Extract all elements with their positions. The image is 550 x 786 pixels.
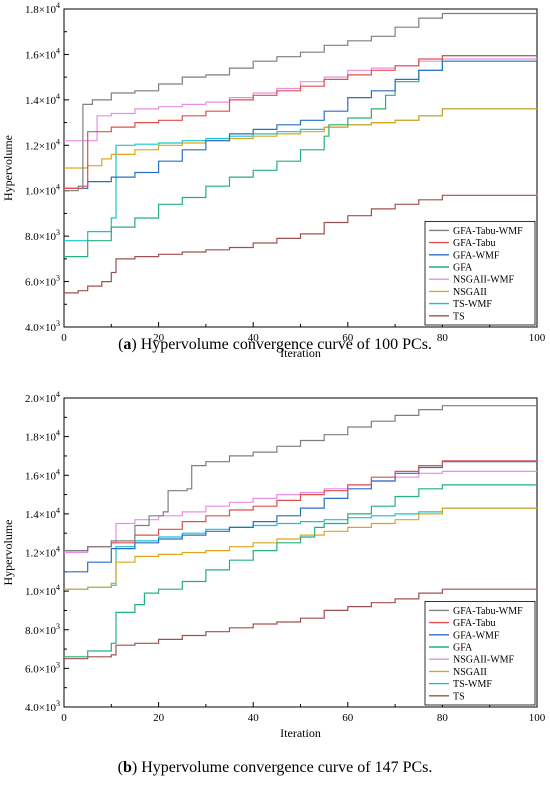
y-tick-label: 6.0×103	[25, 660, 60, 675]
y-axis-title: Hypervolume	[1, 135, 15, 201]
y-tick-label: 1.2×104	[25, 137, 60, 152]
legend-label: TS	[453, 691, 465, 702]
legend-label: GFA-Tabu-WMF	[453, 606, 523, 617]
y-tick-label: 6.0×103	[25, 274, 60, 289]
y-tick-label: 8.0×103	[25, 622, 60, 637]
x-tick-label: 60	[342, 712, 354, 724]
legend-label: GFA-WMF	[453, 630, 500, 641]
x-tick-label: 40	[248, 332, 260, 344]
series-line-ts	[64, 588, 537, 660]
y-tick-label: 1.8×104	[25, 429, 60, 444]
legend-label: GFA-Tabu-WMF	[453, 226, 523, 237]
caption-a: (a) Hypervolume convergence curve of 100…	[118, 336, 432, 353]
series-line-nsgaii	[64, 507, 537, 590]
series-line-nsgaii-wmf	[64, 58, 537, 142]
y-tick-label: 1.6×104	[25, 467, 60, 482]
legend-label: TS-WMF	[453, 679, 492, 690]
y-tick-label: 1.0×104	[25, 583, 60, 598]
x-tick-label: 80	[437, 332, 449, 344]
y-tick-label: 4.0×103	[25, 319, 60, 334]
hypervolume-chart-100-pcs: 0 20 40 60 80 100 4.0×103 6.0×103 8.0×103 1.0×104…	[1, 1, 546, 360]
series-line-ts	[64, 194, 538, 294]
legend-label: NSGAII	[453, 287, 487, 298]
y-axis-title: Hypervolume	[1, 520, 15, 586]
y-tick-label: 2.0×104	[25, 390, 60, 405]
x-tick-label: 100	[529, 712, 546, 724]
caption-b: (b) Hypervolume convergence curve of 147…	[117, 759, 433, 776]
x-tick-label: 80	[437, 712, 449, 724]
y-tick-label: 1.4×104	[25, 506, 60, 521]
y-tick-label: 1.6×104	[25, 46, 60, 61]
series-line-nsgaii	[64, 108, 537, 169]
legend-label: GFA	[453, 643, 473, 654]
x-axis-title: Iteration	[280, 346, 321, 360]
series-line-gfa-tabu	[64, 55, 537, 189]
x-tick-label: 0	[61, 332, 67, 344]
series-line-gfa	[64, 484, 537, 658]
legend-box	[424, 600, 536, 706]
series-line-gfa-tabu-wmf	[64, 405, 537, 552]
y-tick-label: 1.0×104	[25, 183, 60, 198]
legend-label: GFA-Tabu	[453, 238, 495, 249]
legend-box	[424, 220, 536, 326]
y-tick-label: 8.0×103	[25, 228, 60, 243]
y-tick-label: 1.4×104	[25, 92, 60, 107]
x-tick-label: 20	[153, 332, 165, 344]
series-line-gfa	[64, 55, 537, 258]
y-tick-label: 1.8×104	[25, 1, 60, 16]
x-tick-label: 60	[342, 332, 354, 344]
legend-label: GFA-WMF	[453, 250, 500, 261]
legend-label: GFA	[453, 263, 473, 274]
legend-label: NSGAII	[453, 667, 487, 678]
y-tick-label: 4.0×103	[25, 699, 60, 714]
series-line-gfa-wmf	[64, 60, 537, 189]
legend-label: TS	[453, 311, 465, 322]
legend-label: GFA-Tabu	[453, 618, 495, 629]
x-tick-label: 0	[61, 712, 67, 724]
legend-label: TS-WMF	[453, 299, 492, 310]
x-tick-label: 100	[529, 332, 546, 344]
hypervolume-chart-147-pcs: 0 20 40 60 80 100 4.0×103 6.0×103 8.0×103 1.0×104…	[1, 390, 546, 740]
x-tick-label: 40	[248, 712, 260, 724]
series-line-gfa-tabu-wmf	[64, 12, 537, 192]
x-tick-label: 20	[153, 712, 165, 724]
series-line-gfa-wmf	[64, 461, 537, 573]
x-axis-title: Iteration	[280, 726, 321, 740]
legend-label: NSGAII-WMF	[453, 655, 515, 666]
y-tick-label: 1.2×104	[25, 545, 60, 560]
legend-label: NSGAII-WMF	[453, 275, 515, 286]
